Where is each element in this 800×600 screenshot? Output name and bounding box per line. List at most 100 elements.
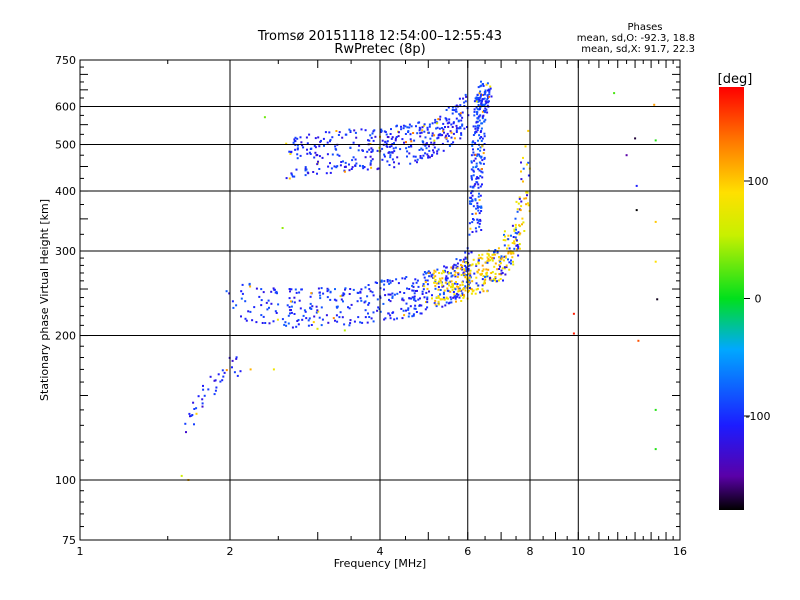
- data-point: [384, 317, 387, 320]
- data-point: [338, 154, 341, 157]
- data-point: [261, 322, 264, 324]
- data-point: [479, 206, 482, 209]
- data-point: [481, 284, 484, 287]
- data-point: [517, 245, 520, 248]
- data-point: [293, 296, 296, 299]
- data-point: [478, 219, 480, 222]
- data-point: [653, 103, 656, 106]
- data-point: [442, 269, 445, 272]
- data-point: [481, 278, 484, 281]
- data-point: [361, 165, 364, 167]
- data-point: [419, 135, 422, 138]
- data-point: [337, 134, 340, 136]
- data-point: [428, 156, 431, 159]
- data-point: [298, 299, 301, 302]
- data-point: [391, 136, 394, 139]
- data-point: [459, 126, 462, 129]
- data-point: [368, 288, 371, 291]
- data-point: [289, 300, 292, 303]
- data-point: [472, 169, 475, 172]
- data-point: [477, 177, 479, 180]
- data-point: [470, 168, 473, 171]
- data-point: [281, 227, 284, 229]
- data-point: [293, 313, 296, 315]
- data-point: [452, 121, 455, 124]
- data-point: [476, 206, 479, 209]
- data-point: [439, 298, 442, 301]
- data-point: [477, 124, 479, 127]
- data-point: [451, 126, 454, 128]
- data-point: [390, 151, 393, 154]
- data-point: [635, 209, 638, 212]
- data-point: [369, 155, 372, 158]
- data-point: [231, 300, 234, 303]
- data-point: [472, 134, 475, 136]
- data-point: [525, 163, 528, 166]
- data-point: [369, 143, 372, 145]
- data-point: [503, 233, 505, 236]
- data-point: [441, 134, 444, 137]
- data-point: [385, 142, 388, 145]
- data-point: [480, 210, 483, 212]
- data-point: [255, 287, 258, 290]
- data-point: [445, 137, 448, 140]
- data-point: [394, 137, 397, 140]
- data-point: [421, 148, 424, 151]
- data-point: [285, 177, 288, 180]
- data-point: [507, 252, 510, 255]
- data-point: [444, 126, 446, 128]
- data-point: [412, 289, 415, 292]
- data-point: [416, 279, 419, 282]
- data-point: [417, 285, 420, 288]
- data-point: [498, 268, 501, 270]
- data-point: [468, 279, 471, 282]
- data-point: [507, 234, 510, 237]
- data-point: [305, 168, 308, 171]
- data-point: [477, 97, 480, 100]
- data-point: [496, 268, 499, 271]
- data-point: [299, 154, 302, 157]
- data-points: [180, 80, 659, 481]
- data-point: [433, 302, 436, 305]
- data-point: [450, 266, 453, 269]
- data-point: [486, 259, 489, 262]
- data-point: [473, 184, 476, 187]
- data-point: [494, 276, 497, 278]
- data-point: [336, 305, 339, 308]
- data-point: [401, 297, 404, 300]
- data-point: [437, 148, 440, 151]
- data-point: [424, 136, 427, 139]
- data-point: [504, 273, 507, 276]
- data-point: [273, 288, 276, 291]
- data-point: [235, 304, 238, 307]
- data-point: [368, 302, 371, 305]
- data-point: [513, 228, 516, 231]
- y-axis: 75 100 200 300 400 500 600 750: [55, 54, 680, 547]
- data-point: [290, 172, 293, 175]
- data-point: [482, 162, 485, 165]
- data-point: [400, 307, 403, 310]
- data-point: [296, 157, 299, 160]
- data-point: [454, 294, 457, 297]
- data-point: [445, 275, 448, 278]
- data-point: [240, 315, 242, 318]
- data-point: [454, 264, 457, 267]
- data-point: [372, 139, 375, 142]
- data-point: [485, 101, 488, 104]
- data-point: [201, 405, 204, 408]
- data-point: [460, 300, 463, 302]
- data-point: [483, 97, 486, 100]
- data-point: [464, 264, 467, 267]
- data-point: [400, 125, 402, 128]
- data-point: [516, 232, 519, 235]
- data-point: [428, 149, 431, 152]
- data-point: [471, 141, 474, 144]
- data-point: [381, 139, 384, 142]
- data-point: [517, 231, 520, 234]
- data-point: [519, 209, 522, 212]
- data-point: [402, 127, 405, 130]
- data-point: [525, 197, 528, 200]
- data-point: [305, 317, 308, 320]
- data-point: [426, 279, 429, 282]
- data-point: [458, 287, 461, 290]
